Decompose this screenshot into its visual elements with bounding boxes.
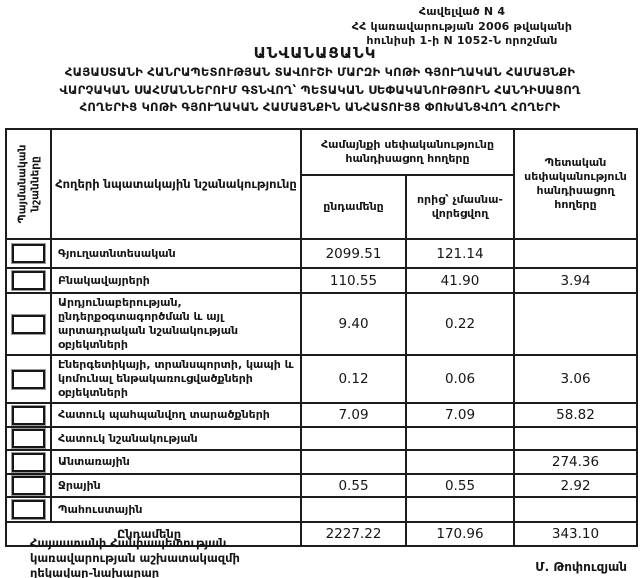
land-allocation-table: Պայմանական նշանները Հողերի նպատակային նշ… (5, 128, 638, 547)
row-label: Ջրային (50, 473, 302, 498)
row-label: Հատուկ պահպանվող տարածքների (50, 402, 302, 428)
legend-checkbox (12, 369, 45, 389)
symbol-cell (5, 496, 52, 523)
row-state-value: 2.92 (513, 473, 638, 498)
row-non-privatized-value: 0.55 (405, 473, 515, 498)
row-non-privatized-value (405, 426, 515, 451)
row-total-value: 2099.51 (300, 238, 407, 269)
row-state-value: 58.82 (513, 402, 638, 428)
row-total-value: 0.55 (300, 473, 407, 498)
row-state-value (513, 496, 638, 523)
signatory-title-line-3: ղեկավար-նախարար (30, 566, 160, 578)
appendix-decree-line1: ՀՀ կառավարության 2006 թվականի (351, 19, 573, 33)
legend-checkbox (12, 271, 45, 290)
row-non-privatized-value: 0.22 (405, 292, 515, 356)
table-row: Հատուկ պահպանվող տարածքների 7.09 7.09 58… (5, 402, 638, 428)
row-label: Անտառային (50, 449, 302, 475)
symbol-cell (5, 449, 52, 475)
row-total-value: 9.40 (300, 292, 407, 356)
row-label: Էներգետիկայի, տրանսպորտի, կապի և կոմունա… (50, 354, 302, 404)
symbol-cell (5, 402, 52, 428)
symbol-cell (5, 473, 52, 498)
row-total-value: 7.09 (300, 402, 407, 428)
header-land-purpose: Հողերի նպատակային նշանակությունը (50, 128, 302, 240)
appendix-decree-line2: հունիսի 1-ի N 1052-Ն որոշման (366, 34, 558, 47)
header-symbols-label: Պայմանական նշանները (16, 144, 41, 224)
symbol-cell (5, 238, 52, 269)
row-state-value: 274.36 (513, 449, 638, 475)
legend-checkbox (12, 244, 45, 263)
subtitle-line-1: ՀԱՅԱՍՏԱՆԻ ՀԱՆՐԱՊԵՏՈՒԹՅԱՆ ՏԱՎՈՒՇԻ ՄԱՐԶԻ Կ… (64, 65, 576, 79)
signatory-title-line-1: Հայաստանի Հանրապետության (30, 536, 227, 550)
symbol-cell (5, 267, 52, 294)
table-row: Հատուկ նշանակության (5, 426, 638, 451)
row-state-value: 3.06 (513, 354, 638, 404)
symbol-cell (5, 354, 52, 404)
legend-checkbox (12, 500, 45, 519)
total-row-non-privatized-value: 170.96 (405, 521, 515, 547)
legend-checkbox (12, 476, 45, 495)
table-row: Գյուղատնտեսական 2099.51 121.14 (5, 238, 638, 269)
row-total-value: 110.55 (300, 267, 407, 294)
row-non-privatized-value (405, 496, 515, 523)
header-non-privatized: որից՝ չմասնա- վորեցվող (405, 174, 515, 240)
total-row-label: Ընդամենը (5, 521, 302, 547)
row-non-privatized-value: 0.06 (405, 354, 515, 404)
row-total-value (300, 496, 407, 523)
row-label: Գյուղատնտեսական (50, 238, 302, 269)
row-label: Պահուստային (50, 496, 302, 523)
row-label: Արդյունաբերության, ընդերքօգտագործման և ա… (50, 292, 302, 356)
appendix-reference: Հավելված N 4 ՀՀ կառավարության 2006 թվակա… (296, 5, 628, 49)
symbol-cell (5, 292, 52, 356)
row-state-value (513, 238, 638, 269)
page-title: ԱՆՎԱՆԱՑԱՆԿ (253, 44, 377, 62)
row-non-privatized-value: 7.09 (405, 402, 515, 428)
header-community-owned: Համայնքի սեփականությունը հանդիսացող հողե… (300, 128, 515, 176)
row-label: Բնակավայրերի (50, 267, 302, 294)
table-row: Ջրային 0.55 0.55 2.92 (5, 473, 638, 498)
row-total-value (300, 426, 407, 451)
header-state-owned: Պետական սեփականություն հանդիսացող հողերը (513, 128, 638, 240)
subtitle-line-2: ՎԱՐՉԱԿԱՆ ՍԱՀՄԱՆՆԵՐՈՒՄ ԳՏՆՎՈՂ՝ ՊԵՏԱԿԱՆ ՍԵ… (59, 82, 581, 97)
legend-checkbox (12, 314, 45, 334)
legend-checkbox (12, 405, 45, 425)
table-row: Պահուստային (5, 496, 638, 523)
row-non-privatized-value: 121.14 (405, 238, 515, 269)
row-label: Հատուկ նշանակության (50, 426, 302, 451)
header-total: ընդամենը (300, 174, 407, 240)
row-state-value (513, 426, 638, 451)
table-row: Արդյունաբերության, ընդերքօգտագործման և ա… (5, 292, 638, 356)
row-state-value (513, 292, 638, 356)
table-row: Բնակավայրերի 110.55 41.90 3.94 (5, 267, 638, 294)
signatory-title-block: Հայաստանի Հանրապետության կառավարության ա… (30, 536, 240, 578)
table-row: Անտառային 274.36 (5, 449, 638, 475)
signatory-name: Մ. Թոփուզյան (535, 560, 627, 574)
row-total-value: 0.12 (300, 354, 407, 404)
document-subtitle: ՀԱՅԱՍՏԱՆԻ ՀԱՆՐԱՊԵՏՈՒԹՅԱՆ ՏԱՎՈՒՇԻ ՄԱՐԶԻ Կ… (0, 64, 640, 117)
row-state-value: 3.94 (513, 267, 638, 294)
total-row: Ընդամենը 2227.22 170.96 343.10 (5, 521, 638, 547)
row-non-privatized-value: 41.90 (405, 267, 515, 294)
total-row-state-value: 343.10 (513, 521, 638, 547)
symbol-cell (5, 426, 52, 451)
row-total-value (300, 449, 407, 475)
table-row: Էներգետիկայի, տրանսպորտի, կապի և կոմունա… (5, 354, 638, 404)
legend-checkbox (12, 429, 45, 448)
subtitle-line-3: ՀՈՂԵՐԻՑ ԿՈԹԻ ԳՅՈՒՂԱԿԱՆ ՀԱՄԱՅՆՔԻՆ ԱՆՀԱՏՈՒ… (79, 100, 561, 114)
row-non-privatized-value (405, 449, 515, 475)
signatory-title-line-2: կառավարության աշխատակազմի (30, 551, 240, 565)
appendix-number: Հավելված N 4 (418, 5, 506, 18)
header-symbols: Պայմանական նշանները (5, 128, 52, 240)
legend-checkbox (12, 452, 45, 472)
total-row-total-value: 2227.22 (300, 521, 407, 547)
